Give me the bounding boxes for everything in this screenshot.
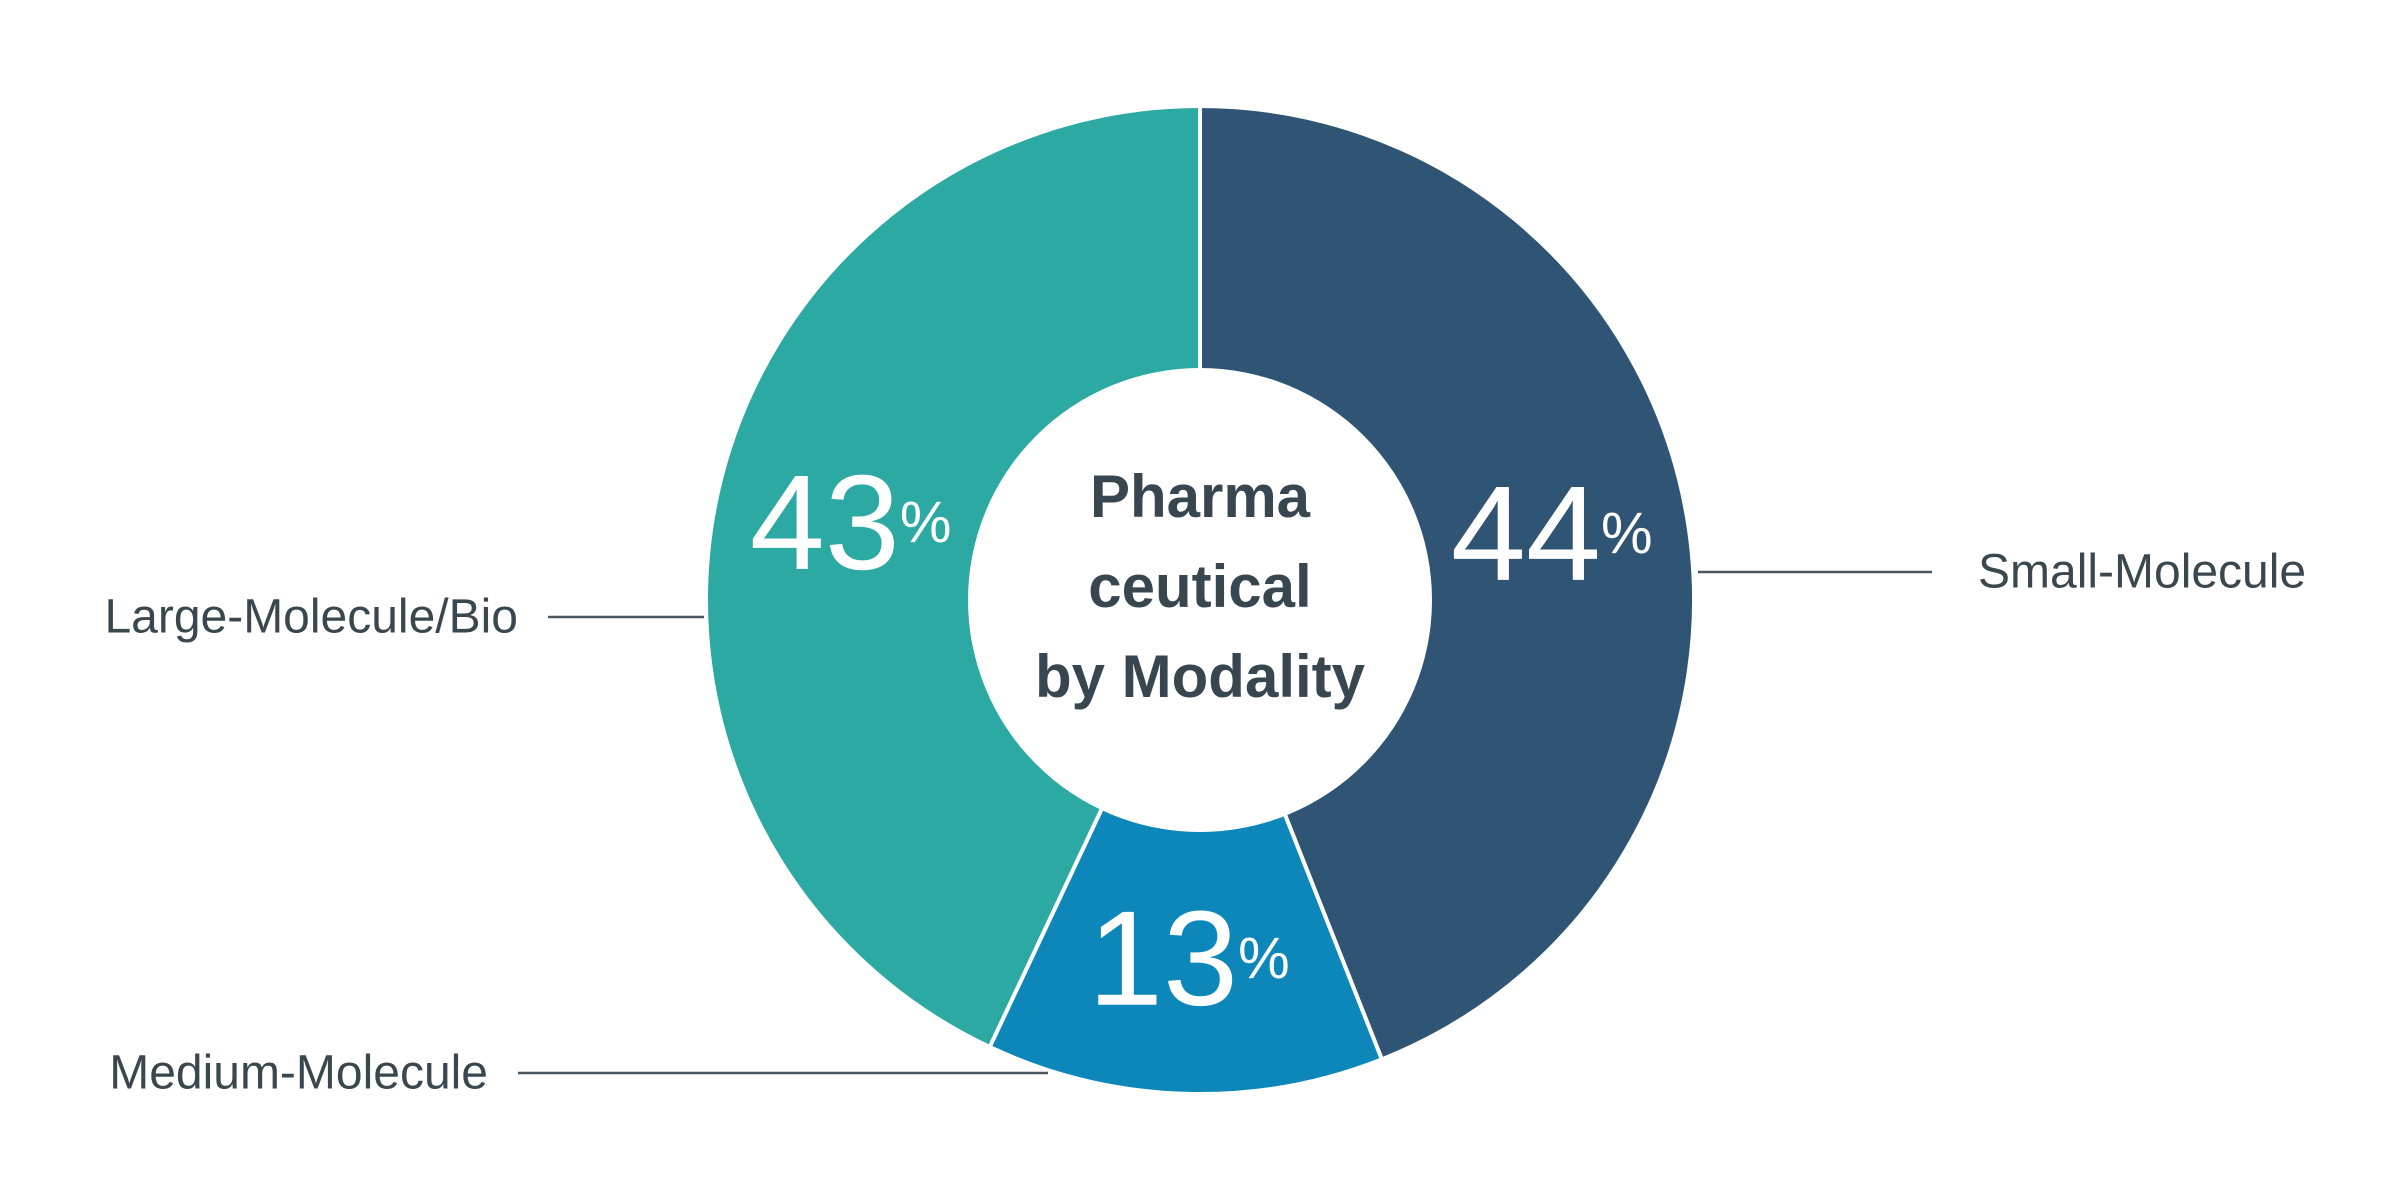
slice-value-labels: 44%13%43% [750, 446, 1653, 1033]
callout-small-molecule: Small-Molecule [1698, 546, 2306, 599]
callout-label-large-molecule-bio: Large-Molecule/Bio [104, 591, 518, 644]
chart-center-title: Pharma ceutical by Modality [1035, 463, 1366, 710]
callout-label-small-molecule: Small-Molecule [1978, 546, 2306, 599]
slice-medium-molecule [987, 594, 1385, 1096]
slice-large-molecule-bio [704, 103, 1202, 1050]
slice-value-number: 44 [1451, 457, 1601, 608]
slice-value-small-molecule: 44% [1451, 457, 1653, 608]
center-title-line-2: ceutical [1088, 553, 1311, 620]
center-title-line-1: Pharma [1090, 463, 1311, 530]
percent-sign: % [1238, 925, 1290, 990]
slice-small-molecule [1198, 103, 1696, 1062]
callout-label-medium-molecule: Medium-Molecule [109, 1047, 488, 1100]
donut-center-hole [968, 368, 1432, 832]
center-title-line-3: by Modality [1035, 643, 1366, 710]
callout-medium-molecule: Medium-Molecule [109, 1047, 1048, 1100]
percent-sign: % [1601, 500, 1653, 565]
slice-value-large-molecule-bio: 43% [750, 446, 952, 597]
percent-sign: % [900, 489, 952, 554]
slice-value-number: 43 [750, 446, 900, 597]
slice-value-number: 13 [1088, 882, 1238, 1033]
donut-slices [704, 103, 1696, 1096]
slice-value-medium-molecule: 13% [1088, 882, 1290, 1033]
callout-large-molecule-bio: Large-Molecule/Bio [104, 591, 704, 644]
